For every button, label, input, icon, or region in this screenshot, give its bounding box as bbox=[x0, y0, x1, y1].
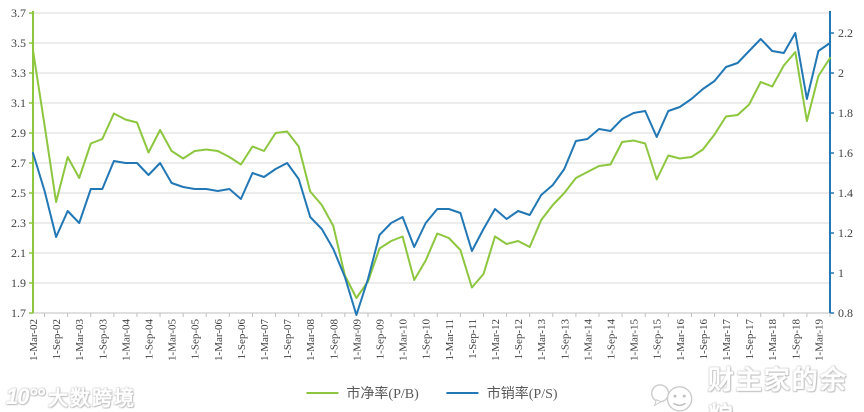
x-axis-tick-label: 1-Mar-02 bbox=[28, 319, 40, 361]
ps-legend-label: 市销率(P/S) bbox=[486, 387, 558, 402]
pb-line-series bbox=[32, 49, 831, 299]
x-axis-tick-label: 1-Mar-16 bbox=[675, 319, 687, 361]
watermark-right-text: 财主家的余粮 bbox=[707, 365, 848, 412]
legend-item-pb: 市净率(P/B) bbox=[306, 383, 419, 403]
x-axis-tick-label: 1-Sep-04 bbox=[144, 319, 156, 360]
pb-legend-label: 市净率(P/B) bbox=[346, 387, 419, 402]
right-axis-tick-label: 1.4 bbox=[838, 186, 853, 200]
x-axis-tick-label: 1-Sep-11 bbox=[467, 319, 479, 359]
x-axis-tick-label: 1-Mar-13 bbox=[536, 319, 548, 361]
x-axis-tick-label: 1-Sep-06 bbox=[236, 319, 248, 360]
left-axis-tick-label: 2.7 bbox=[11, 156, 26, 170]
pb-line-swatch bbox=[306, 392, 339, 394]
right-axis-tick-label: 0.8 bbox=[838, 306, 853, 320]
ps-line-swatch bbox=[446, 392, 479, 394]
left-axis-tick-label: 1.7 bbox=[11, 306, 26, 320]
x-axis-tick-label: 1-Sep-09 bbox=[375, 319, 387, 360]
x-axis-tick-label: 1-Mar-03 bbox=[74, 319, 86, 361]
x-axis-tick-label: 1-Mar-04 bbox=[120, 319, 132, 361]
ps-line-series bbox=[32, 32, 831, 316]
x-axis-tick-label: 1-Mar-08 bbox=[305, 319, 317, 361]
x-axis-tick-label: 1-Mar-19 bbox=[813, 319, 825, 361]
x-axis-tick-label: 1-Mar-09 bbox=[351, 319, 363, 361]
chart-legend: 市净率(P/B) 市销率(P/S) bbox=[306, 383, 558, 403]
x-axis-tick-label: 1-Mar-14 bbox=[582, 319, 594, 361]
left-axis-tick-label: 2.9 bbox=[11, 126, 26, 140]
watermark-left-text: 大数跨境 bbox=[48, 388, 137, 410]
x-axis-tick-label: 1-Mar-17 bbox=[721, 319, 733, 361]
x-axis-tick-label: 1-Mar-15 bbox=[629, 319, 641, 361]
x-axis-tick-label: 1-Mar-18 bbox=[767, 319, 779, 361]
left-axis-tick-label: 3.1 bbox=[11, 96, 26, 110]
x-axis-tick-label: 1-Sep-08 bbox=[328, 319, 340, 360]
smiley-face-icon bbox=[651, 384, 693, 412]
right-axis-tick-label: 2 bbox=[838, 66, 844, 80]
dashu-logo-icon: 10°° bbox=[6, 383, 45, 409]
x-axis-tick-label: 1-Sep-14 bbox=[606, 319, 618, 360]
x-axis-tick-label: 1-Mar-12 bbox=[490, 319, 502, 361]
watermark-bottom-left: 10°° 大数跨境 bbox=[6, 382, 136, 411]
right-axis-tick-label: 1.2 bbox=[838, 226, 853, 240]
legend-item-ps: 市销率(P/S) bbox=[446, 383, 558, 403]
x-axis-tick-label: 1-Sep-18 bbox=[790, 319, 802, 360]
left-axis-tick-label: 2.5 bbox=[11, 186, 26, 200]
right-axis-tick-label: 2.2 bbox=[838, 26, 853, 40]
x-axis-tick-label: 1-Sep-17 bbox=[744, 319, 756, 360]
x-axis-tick-label: 1-Sep-15 bbox=[652, 319, 664, 360]
left-axis-tick-label: 2.1 bbox=[11, 246, 26, 260]
x-axis-tick-label: 1-Sep-07 bbox=[282, 319, 294, 360]
x-axis-tick-label: 1-Sep-16 bbox=[698, 319, 710, 360]
x-axis-tick-label: 1-Sep-02 bbox=[51, 319, 63, 359]
x-axis-tick-label: 1-Sep-10 bbox=[421, 319, 433, 360]
x-axis-tick-label: 1-Mar-07 bbox=[259, 319, 271, 361]
right-axis-tick-label: 1.6 bbox=[838, 146, 853, 160]
left-axis-tick-label: 1.9 bbox=[11, 276, 26, 290]
left-axis-tick-label: 3.5 bbox=[11, 36, 26, 50]
x-axis-tick-label: 1-Sep-12 bbox=[513, 319, 525, 359]
watermark-bottom-right: 财主家的余粮 bbox=[648, 360, 864, 412]
x-axis-tick-label: 1-Sep-05 bbox=[190, 319, 202, 360]
x-axis-tick-label: 1-Mar-10 bbox=[398, 319, 410, 361]
right-axis-tick-label: 1.8 bbox=[838, 106, 853, 120]
x-axis-tick-label: 1-Mar-06 bbox=[213, 319, 225, 361]
x-axis-tick-label: 1-Mar-05 bbox=[167, 319, 179, 361]
left-axis-tick-label: 2.3 bbox=[11, 216, 26, 230]
left-axis-tick-label: 3.3 bbox=[11, 66, 26, 80]
left-axis-tick-label: 3.7 bbox=[11, 6, 26, 20]
right-axis-tick-label: 1 bbox=[838, 266, 844, 280]
x-axis-tick-label: 1-Mar-11 bbox=[444, 319, 456, 361]
x-axis-tick-label: 1-Sep-03 bbox=[97, 319, 109, 360]
x-axis-tick-label: 1-Sep-13 bbox=[559, 319, 571, 360]
